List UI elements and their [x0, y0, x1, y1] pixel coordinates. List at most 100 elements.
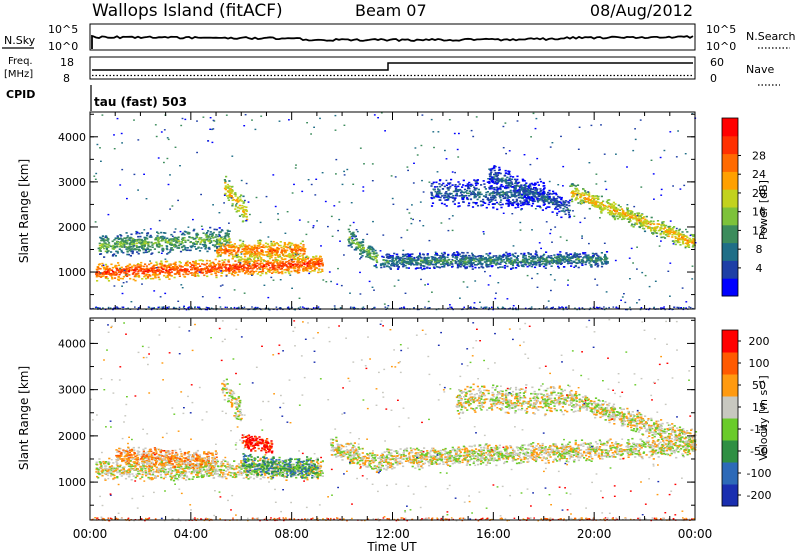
scatter-cell [530, 182, 533, 185]
scatter-cell [554, 192, 557, 195]
scatter-cell [164, 241, 167, 244]
scatter-cell [513, 186, 516, 189]
scatter-cell [496, 188, 499, 191]
scatter-cell [157, 251, 160, 254]
scatter-cell [446, 186, 449, 189]
scatter-cell [347, 228, 350, 231]
scatter-cell [172, 266, 175, 269]
scatter-cell [500, 259, 503, 261]
scatter-cell [348, 238, 351, 240]
scatter-cell [152, 264, 156, 267]
scatter-cell [314, 257, 317, 260]
scatter-cell [462, 265, 465, 268]
scatter-cell [216, 246, 219, 248]
scatter-cell [271, 264, 274, 266]
scatter-cell [510, 268, 513, 270]
scatter-cell [472, 192, 475, 195]
scatter-cell [278, 264, 281, 266]
scatter-cell [253, 266, 256, 268]
scatter-cell [497, 263, 500, 265]
freq-tick-top: 18 [60, 56, 74, 69]
scatter-cell [275, 242, 278, 244]
scatter-cell [597, 195, 600, 198]
scatter-cell [274, 242, 277, 245]
scatter-cell [283, 251, 286, 254]
scatter-cell [473, 186, 476, 189]
scatter-cell [282, 245, 285, 248]
scatter-cell [478, 193, 481, 196]
scatter-cell [235, 267, 238, 270]
scatter-cell [446, 199, 449, 201]
scatter-cell [168, 266, 171, 268]
scatter-cell [568, 213, 571, 216]
scatter-cell [128, 242, 132, 245]
scatter-cell [514, 195, 517, 197]
scatter-cell [545, 199, 548, 201]
scatter-cell [192, 243, 195, 245]
scatter-cell [139, 241, 142, 243]
scatter-cell [600, 212, 603, 214]
scatter-cell [503, 265, 506, 267]
scatter-cell [183, 230, 186, 233]
scatter-cell [473, 179, 476, 181]
scatter-cell [558, 262, 561, 264]
scatter-cell [501, 203, 504, 206]
scatter-cell [609, 203, 612, 205]
scatter-cell [629, 211, 633, 214]
scatter-cell [385, 256, 389, 259]
scatter-cell [120, 249, 123, 252]
scatter-cell [295, 254, 298, 257]
scatter-cell [481, 259, 484, 261]
scatter-cell [500, 183, 503, 186]
scatter-cell [520, 252, 523, 255]
scatter-cell [190, 272, 193, 274]
scatter-cell [228, 193, 231, 196]
scatter-cell [219, 254, 222, 256]
scatter-cell [268, 262, 271, 264]
scatter-cell [565, 255, 569, 258]
scatter-cell [428, 261, 431, 264]
scatter-cell [572, 194, 575, 196]
scatter-cell [301, 240, 304, 243]
scatter-cell [147, 273, 150, 276]
scatter-cell [483, 186, 486, 188]
scatter-cell [563, 202, 566, 204]
scatter-cell [158, 266, 161, 269]
scatter-cell [159, 263, 162, 266]
scatter-cell [229, 241, 232, 243]
scatter-cell [201, 269, 204, 271]
scatter-cell [618, 209, 621, 211]
scatter-cell [292, 263, 295, 266]
scatter-cell [223, 249, 226, 251]
scatter-cell [107, 280, 111, 282]
scatter-cell [510, 257, 513, 259]
scatter-cell [136, 266, 139, 268]
scatter-cell [102, 271, 105, 274]
scatter-cell [602, 263, 605, 265]
scatter-cell [602, 200, 605, 203]
scatter-cell [273, 264, 276, 267]
scatter-cell [464, 191, 467, 193]
scatter-cell [617, 204, 620, 207]
scatter-cell [581, 264, 584, 266]
scatter-cell [635, 222, 638, 224]
scatter-cell [597, 201, 600, 203]
scatter-cell [619, 214, 623, 217]
scatter-cell [598, 256, 601, 259]
scatter-cell [241, 245, 244, 248]
scatter-cell [354, 247, 358, 250]
scatter-cell [493, 191, 496, 194]
scatter-cell [261, 266, 264, 269]
scatter-cell [171, 268, 174, 271]
scatter-cell [228, 242, 231, 244]
scatter-cell [192, 264, 195, 266]
scatter-cell [156, 235, 159, 237]
scatter-cell [106, 246, 109, 248]
scatter-cell [447, 197, 450, 200]
scatter-cell [499, 255, 502, 258]
scatter-cell [686, 245, 689, 248]
scatter-cell [541, 192, 544, 194]
scatter-cell [181, 242, 184, 244]
scatter-cell [532, 199, 535, 201]
scatter-cell [518, 261, 521, 263]
